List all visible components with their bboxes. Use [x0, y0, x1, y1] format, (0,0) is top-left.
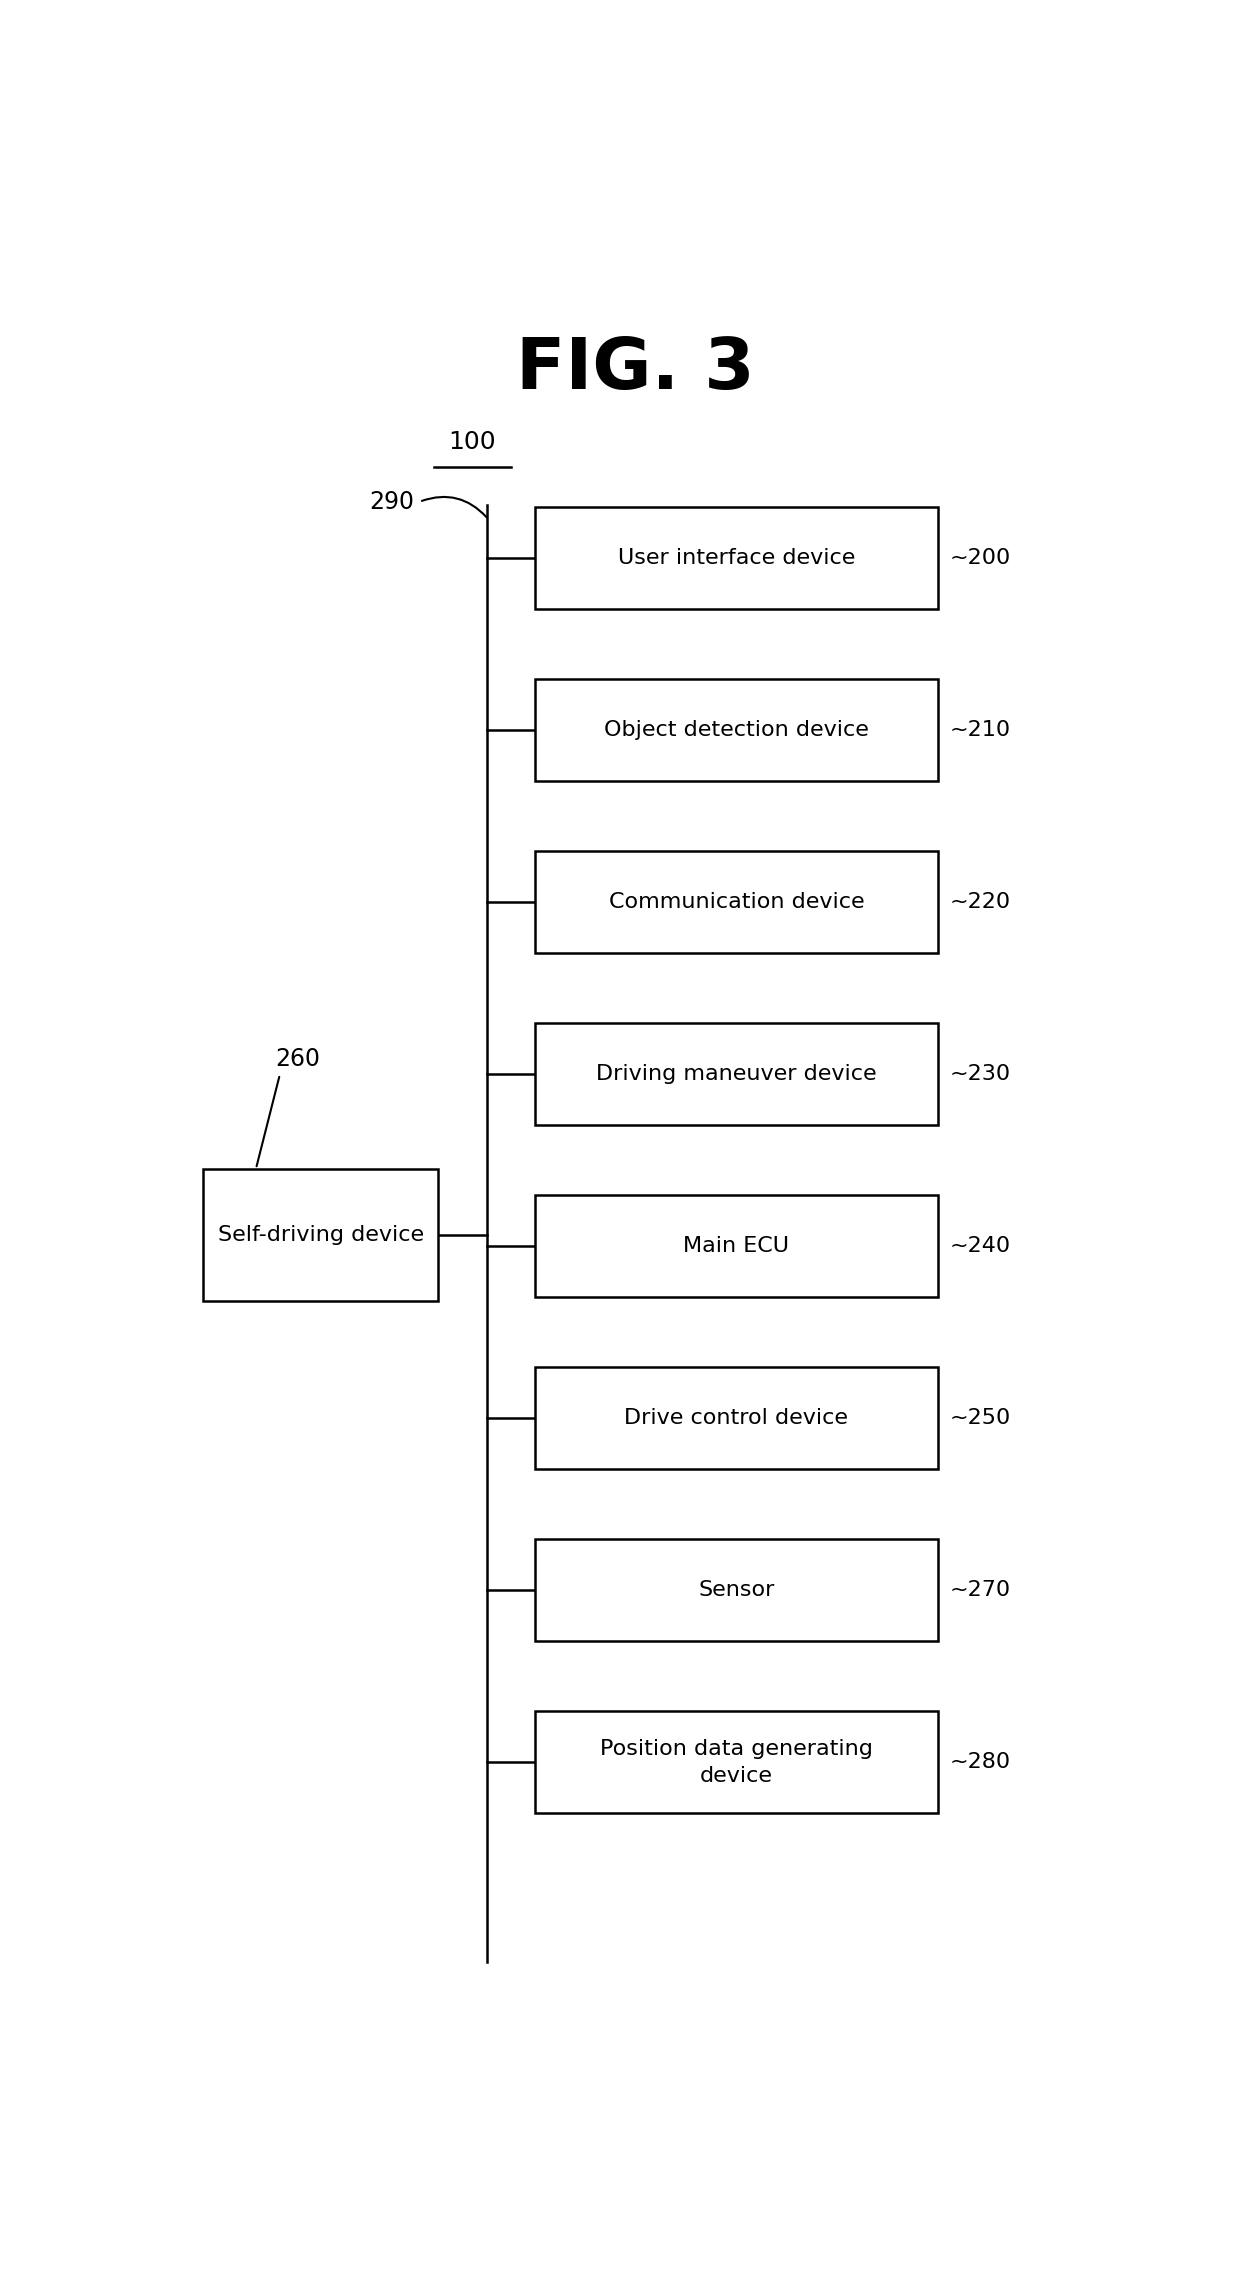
Text: 100: 100: [449, 431, 496, 454]
Text: ~220: ~220: [950, 891, 1011, 912]
Text: ~230: ~230: [950, 1065, 1011, 1085]
Text: ~270: ~270: [950, 1580, 1011, 1601]
Text: Sensor: Sensor: [698, 1580, 775, 1601]
Text: Position data generating
device: Position data generating device: [600, 1740, 873, 1785]
Bar: [534, 1024, 939, 1124]
Text: Object detection device: Object detection device: [604, 720, 869, 741]
Text: ~280: ~280: [950, 1753, 1011, 1772]
Text: 290: 290: [370, 490, 414, 513]
Bar: [534, 1539, 939, 1642]
Text: FIG. 3: FIG. 3: [516, 335, 755, 404]
Bar: [534, 679, 939, 782]
Text: Drive control device: Drive control device: [625, 1409, 848, 1427]
Text: User interface device: User interface device: [618, 547, 856, 568]
Text: 260: 260: [275, 1047, 320, 1072]
Text: ~210: ~210: [950, 720, 1011, 741]
Text: ~200: ~200: [950, 547, 1011, 568]
Bar: [534, 1712, 939, 1813]
Text: ~250: ~250: [950, 1409, 1011, 1427]
Text: Main ECU: Main ECU: [683, 1236, 790, 1256]
Bar: [534, 850, 939, 953]
Text: Communication device: Communication device: [609, 891, 864, 912]
Bar: [534, 506, 939, 609]
Bar: [203, 1170, 439, 1300]
Text: ~240: ~240: [950, 1236, 1011, 1256]
Bar: [534, 1195, 939, 1297]
Bar: [534, 1368, 939, 1468]
Text: Driving maneuver device: Driving maneuver device: [596, 1065, 877, 1085]
Text: Self-driving device: Self-driving device: [218, 1224, 424, 1245]
